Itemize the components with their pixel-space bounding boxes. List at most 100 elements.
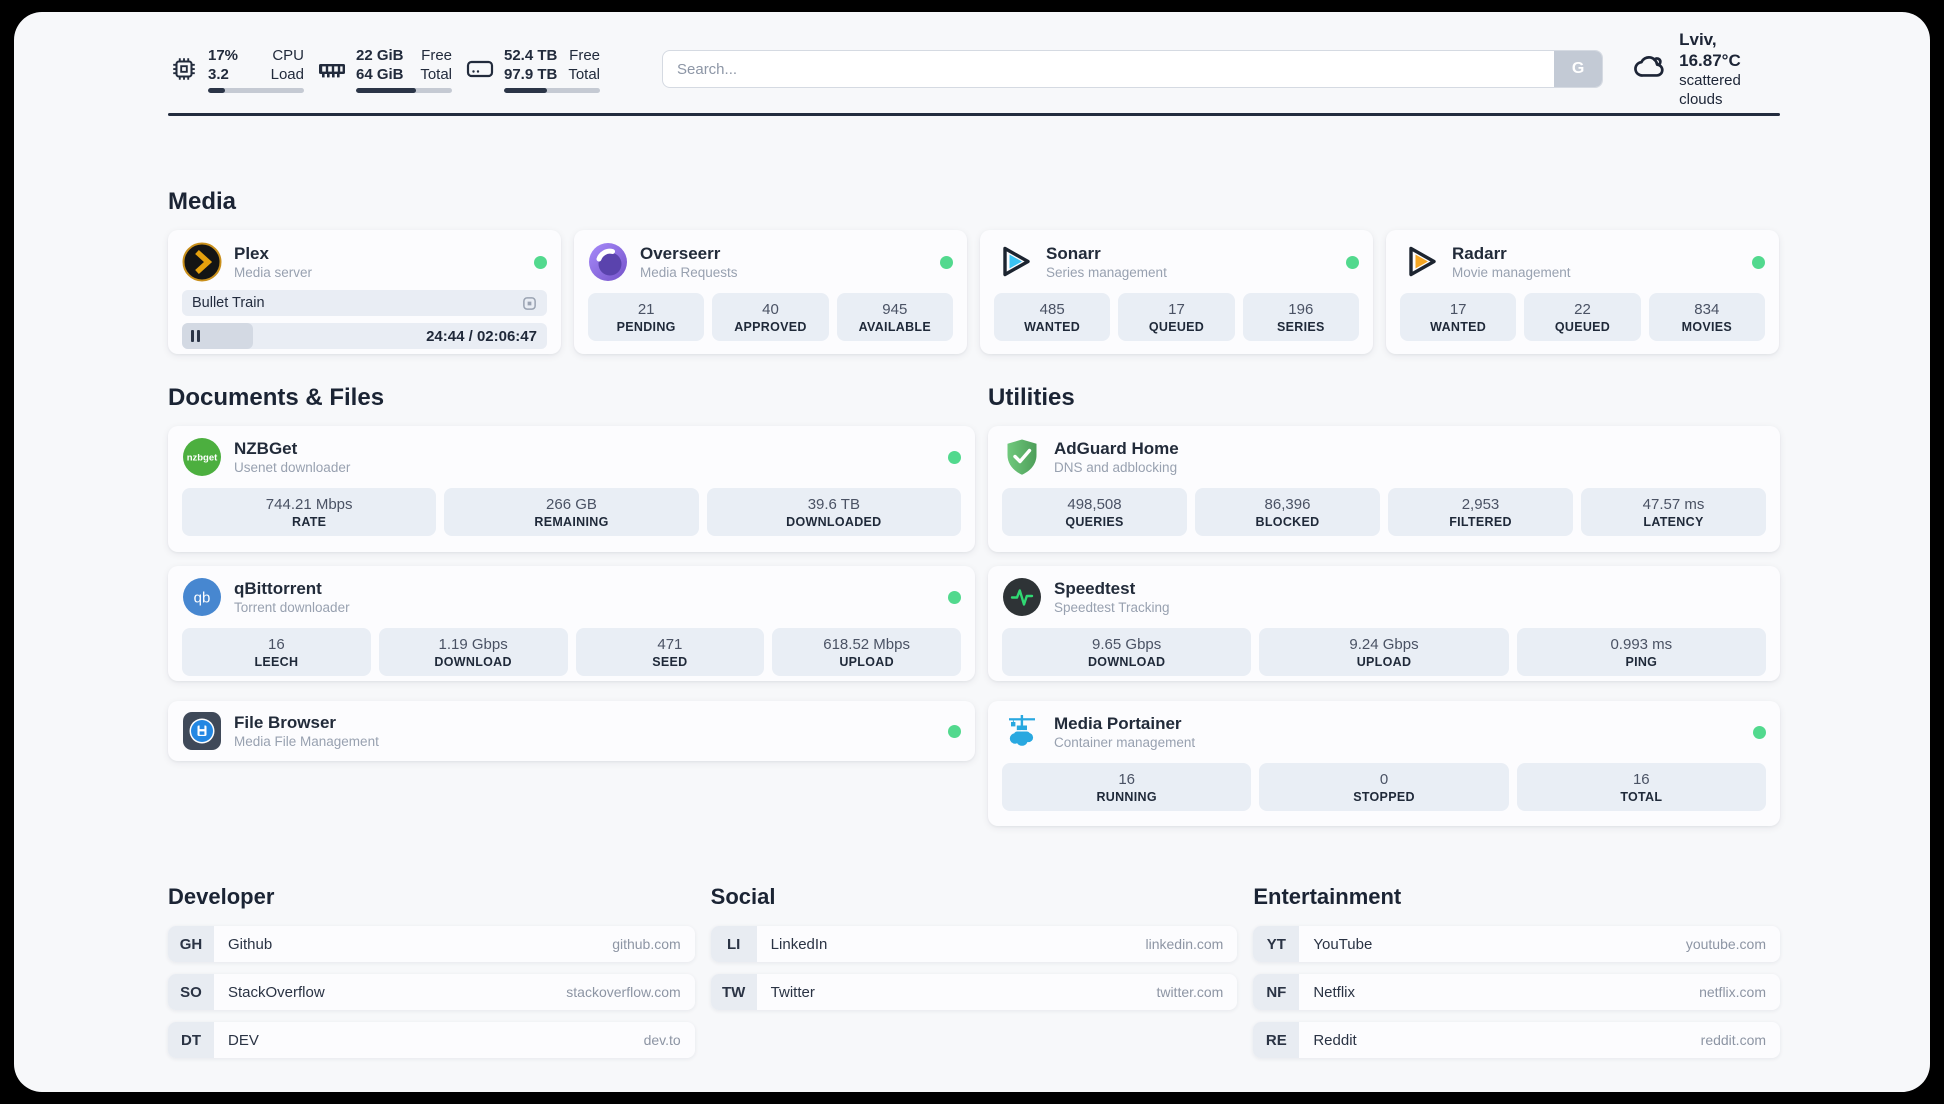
stat-latency: 47.57 ms LATENCY [1581,488,1766,536]
now-playing-row: Bullet Train [182,290,547,316]
app-card-nzbget[interactable]: nzbget NZBGet Usenet downloader 744.21 M… [168,426,975,552]
bookmarks-developer: Developer GH Github github.com SO StackO… [168,884,695,1070]
bookmark-reddit[interactable]: RE Reddit reddit.com [1253,1022,1781,1058]
app-card-filebrowser[interactable]: File Browser Media File Management [168,701,975,761]
stat-pending: 21 PENDING [588,293,705,341]
bookmark-netflix[interactable]: NF Netflix netflix.com [1253,974,1781,1010]
bookmark-label: DEV [228,1031,259,1049]
cpu-percent: 17% [208,46,239,64]
stat-seed: 471 SEED [575,628,765,676]
bookmark-url: reddit.com [1700,1032,1767,1048]
bookmark-twitter[interactable]: TW Twitter twitter.com [710,974,1238,1010]
bookmark-stackoverflow[interactable]: SO StackOverflow stackoverflow.com [168,974,695,1010]
disk-label-1: Free [569,46,600,64]
stat-remaining: 266 GB REMAINING [444,488,699,536]
app-subtitle: Movie management [1452,265,1571,280]
cpu-progressbar [208,87,304,93]
app-card-adguard[interactable]: AdGuard Home DNS and adblocking 498,508 Q… [988,426,1780,552]
cpu-icon [168,54,200,84]
radarr-icon [1400,242,1440,282]
app-name: Overseerr [640,244,721,263]
app-name: AdGuard Home [1054,439,1179,458]
app-card-overseerr[interactable]: Overseerr Media Requests 21 PENDING 40 APP… [574,230,967,354]
status-dot-online [1346,255,1359,269]
bookmark-abbr: TW [710,974,757,1010]
status-dot-online [940,255,953,269]
status-dot-online [1753,725,1766,739]
stat-stopped: 0 STOPPED [1259,763,1509,811]
app-card-sonarr[interactable]: Sonarr Series management 485 WANTED 17 QUE… [980,230,1373,354]
ram-label-2: Total [420,65,452,83]
ram-free-value: 22 GiB [356,46,404,64]
stat-filtered: 2,953 FILTERED [1388,488,1573,536]
disk-stat: 52.4 TB Free 97.9 TB Total [464,46,600,93]
bookmark-url: youtube.com [1685,936,1767,952]
cpu-stat: 17% CPU 3.2 Load [168,46,304,93]
svg-text:qb: qb [194,590,211,607]
app-subtitle: DNS and adblocking [1054,460,1178,475]
bookmark-abbr: DT [168,1022,214,1058]
app-subtitle: Media File Management [234,734,379,749]
stat-total: 16 TOTAL [1516,763,1766,811]
section-title-media: Media [168,188,237,215]
search-input[interactable] [662,50,1604,88]
bookmark-label: Netflix [1313,983,1356,1001]
app-card-qbittorrent[interactable]: qb qBittorrent Torrent downloader 16 LEEC… [168,566,975,681]
disk-progressbar [504,87,600,93]
header-divider [168,113,1780,116]
ram-stat: 22 GiB Free 64 GiB Total [316,46,452,93]
cpu-load-value: 3.2 [208,65,229,83]
pause-icon[interactable] [191,330,200,342]
bookmark-url: dev.to [643,1032,681,1048]
stat-download: 1.19 Gbps DOWNLOAD [378,628,568,676]
bookmark-label: Twitter [770,983,815,1001]
app-name: File Browser [234,713,337,732]
qbittorrent-icon: qb [182,577,222,617]
bookmarks-entertainment: Entertainment YT YouTube youtube.com NF … [1253,884,1781,1070]
status-dot-online [534,255,547,269]
stat-leech: 16 LEECH [182,628,371,676]
now-playing-title: Bullet Train [192,295,265,311]
bookmark-abbr: SO [168,974,214,1010]
media-cards-row: Plex Media server Bullet Train [168,230,1780,354]
bookmark-youtube[interactable]: YT YouTube youtube.com [1253,926,1781,962]
ram-label-1: Free [421,46,452,64]
bookmark-label: Github [228,935,273,953]
stat-blocked: 86,396 BLOCKED [1195,488,1380,536]
bookmark-url: twitter.com [1156,984,1224,1000]
stat-available: 945 AVAILABLE [836,293,953,341]
app-name: Speedtest [1054,579,1136,598]
app-name: Radarr [1452,244,1507,263]
status-dot-online [948,590,961,604]
speedtest-icon [1002,577,1042,617]
stat-queued: 17 QUEUED [1118,293,1235,341]
search-engine-button[interactable]: G [1554,51,1603,87]
playback-time: 24:44 / 02:06:47 [426,327,537,345]
session-icon[interactable] [522,296,537,311]
bookmark-dev[interactable]: DT DEV dev.to [168,1022,695,1058]
ram-progressbar [356,87,452,93]
svg-text:nzbget: nzbget [187,453,218,464]
app-subtitle: Series management [1046,265,1167,280]
stat-ping: 0.993 ms PING [1516,628,1766,676]
app-name: Media Portainer [1054,714,1182,733]
sonarr-icon [994,242,1034,282]
search-bar: G [662,50,1604,88]
app-card-radarr[interactable]: Radarr Movie management 17 WANTED 22 QUEUE… [1386,230,1779,354]
disk-label-2: Total [568,65,600,83]
stat-running: 16 RUNNING [1002,763,1252,811]
bookmark-linkedin[interactable]: LI LinkedIn linkedin.com [710,926,1238,962]
bookmark-label: StackOverflow [228,983,325,1001]
bookmark-abbr: NF [1253,974,1300,1010]
ram-progress-fill [356,87,416,93]
app-card-speedtest[interactable]: Speedtest Speedtest Tracking 9.65 Gbps DO… [988,566,1780,681]
app-card-portainer[interactable]: Media Portainer Container management 16 R… [988,701,1780,826]
ram-icon [316,53,348,85]
bookmark-label: YouTube [1313,935,1373,953]
bookmark-label: LinkedIn [770,935,828,953]
bookmark-github[interactable]: GH Github github.com [168,926,695,962]
app-card-plex[interactable]: Plex Media server Bullet Train [168,230,561,354]
status-dot-online [948,450,961,464]
stat-upload: 9.24 Gbps UPLOAD [1259,628,1509,676]
stat-queries: 498,508 QUERIES [1002,488,1187,536]
